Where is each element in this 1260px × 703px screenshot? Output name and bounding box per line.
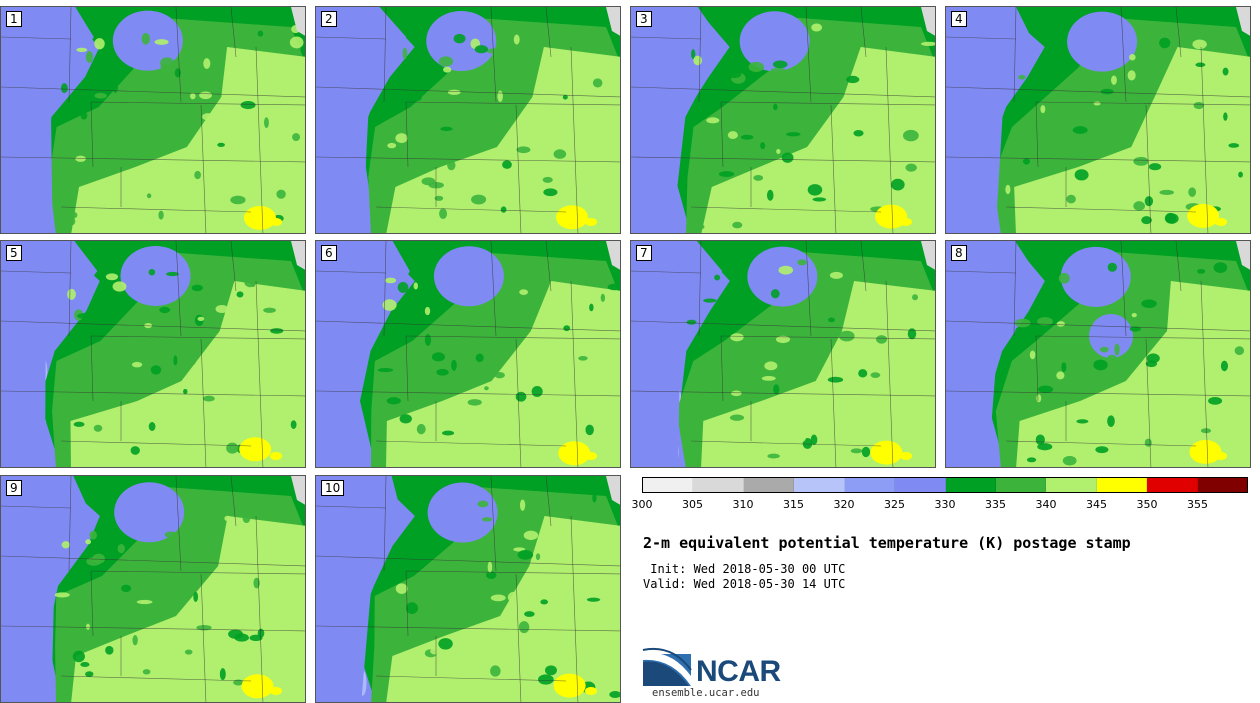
colorbar-tick-label: 310 xyxy=(732,498,754,511)
colorbar-tick-label: 355 xyxy=(1187,498,1208,511)
colorbar-tick-label: 325 xyxy=(884,498,905,511)
colorbar-segment xyxy=(743,478,795,492)
panel-number-label: 6 xyxy=(321,245,337,261)
panel-number-label: 4 xyxy=(951,11,967,27)
colorbar-ticks: 300 305 310 315 320 325 330 335 340 345 350 355 xyxy=(632,498,1248,512)
map-panel-7: 7 xyxy=(630,240,936,468)
colorbar-tick-label: 320 xyxy=(833,498,855,511)
colorbar-segment xyxy=(995,478,1047,492)
map-panel-6: 6 xyxy=(315,240,621,468)
figure-title: 2-m equivalent potential temperature (K)… xyxy=(643,534,1131,552)
panel-number-label: 3 xyxy=(636,11,652,27)
init-time: Init: Wed 2018-05-30 00 UTC xyxy=(643,562,846,576)
colorbar-tick-label: 300 xyxy=(631,498,653,511)
colorbar-segment xyxy=(1046,478,1097,492)
theta-e-field-map xyxy=(631,7,935,233)
theta-e-field-map xyxy=(1,476,305,702)
theta-e-field-map xyxy=(316,7,620,233)
theta-e-field-map xyxy=(1,241,305,467)
colorbar xyxy=(642,477,1248,493)
theta-e-field-map xyxy=(1,7,305,233)
theta-e-field-map xyxy=(631,241,935,467)
colorbar-segment xyxy=(1197,478,1248,492)
valid-time: Valid: Wed 2018-05-30 14 UTC xyxy=(643,577,846,591)
colorbar-segment xyxy=(1096,478,1148,492)
colorbar-tick-label: 305 xyxy=(682,498,703,511)
colorbar-segment xyxy=(945,478,996,492)
colorbar-tick-label: 340 xyxy=(1035,498,1057,511)
map-panel-2: 2 xyxy=(315,6,621,234)
map-panel-4: 4 xyxy=(945,6,1251,234)
colorbar-segment xyxy=(1147,478,1198,492)
ncar-logo-text: NCAR xyxy=(696,655,781,688)
panel-number-label: 2 xyxy=(321,11,337,27)
logo-url: ensemble.ucar.edu xyxy=(652,687,760,699)
colorbar-segment xyxy=(794,478,845,492)
panel-number-label: 7 xyxy=(636,245,652,261)
colorbar-tick-label: 330 xyxy=(934,498,956,511)
colorbar-segment xyxy=(643,478,694,492)
panel-number-label: 1 xyxy=(6,11,22,27)
panel-number-label: 10 xyxy=(321,480,345,496)
panel-number-label: 9 xyxy=(6,480,22,496)
theta-e-field-map xyxy=(316,476,620,702)
colorbar-tick-label: 345 xyxy=(1086,498,1107,511)
panel-number-label: 5 xyxy=(6,245,22,261)
map-panel-10: 10 xyxy=(315,475,621,703)
colorbar-segment xyxy=(895,478,946,492)
map-panel-5: 5 xyxy=(0,240,306,468)
colorbar-tick-label: 350 xyxy=(1136,498,1158,511)
ncar-logo-icon xyxy=(642,648,692,686)
theta-e-field-map xyxy=(316,241,620,467)
map-panel-3: 3 xyxy=(630,6,936,234)
map-panel-8: 8 xyxy=(945,240,1251,468)
colorbar-segment xyxy=(693,478,744,492)
map-panel-1: 1 xyxy=(0,6,306,234)
colorbar-segment xyxy=(844,478,896,492)
theta-e-field-map xyxy=(946,7,1250,233)
colorbar-tick-label: 315 xyxy=(783,498,804,511)
panel-number-label: 8 xyxy=(951,245,967,261)
map-panel-9: 9 xyxy=(0,475,306,703)
colorbar-tick-label: 335 xyxy=(985,498,1006,511)
ncar-logo: NCAR ensemble.ucar.edu xyxy=(642,646,802,702)
theta-e-field-map xyxy=(946,241,1250,467)
